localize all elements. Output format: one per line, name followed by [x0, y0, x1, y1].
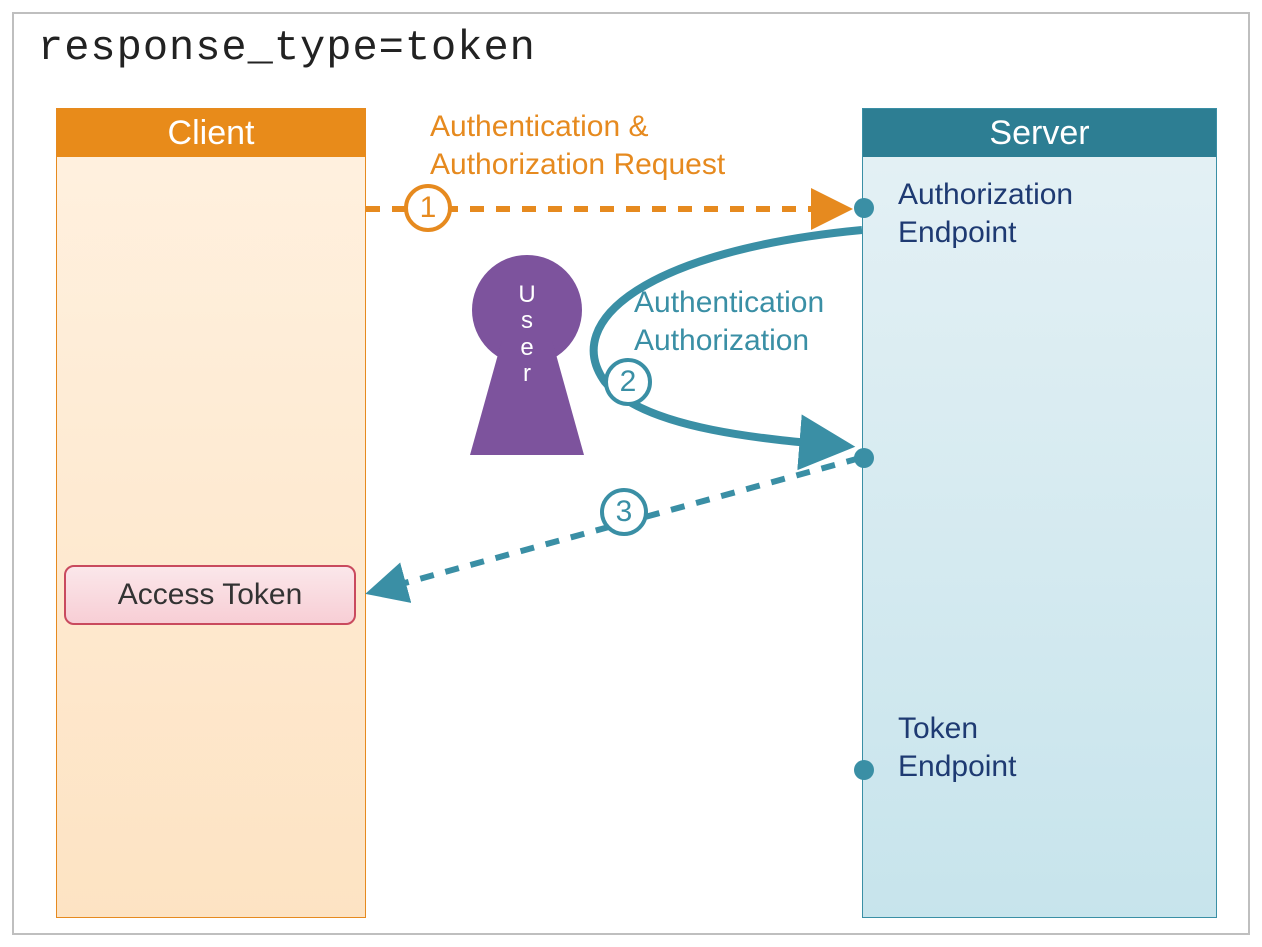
token-endpoint-line1: Token	[898, 712, 978, 745]
user-letter-3: r	[523, 360, 531, 387]
step-2-num: 2	[620, 365, 637, 399]
token-endpoint-line2: Endpoint	[898, 750, 1016, 783]
authorization-endpoint-dot	[854, 198, 874, 218]
authorization-endpoint-label: Authorization Endpoint	[898, 176, 1073, 251]
user-label: U s e r	[515, 282, 539, 388]
flow-label-auth-line2: Authorization	[634, 324, 809, 357]
token-endpoint-label: Token Endpoint	[898, 710, 1016, 785]
flow-label-request-line2: Authorization Request	[430, 148, 725, 181]
mid-endpoint-dot	[854, 448, 874, 468]
user-letter-1: s	[521, 307, 533, 334]
flow-label-auth: Authentication Authorization	[634, 284, 824, 359]
client-box: Client	[56, 108, 366, 918]
diagram-canvas: response_type=token Client Server Author…	[0, 0, 1262, 947]
step-3-num: 3	[616, 495, 633, 529]
flow-label-auth-line1: Authentication	[634, 286, 824, 319]
step-1-circle: 1	[404, 184, 452, 232]
flow-label-request: Authentication & Authorization Request	[430, 108, 725, 183]
user-letter-0: U	[518, 281, 535, 308]
token-endpoint-dot	[854, 760, 874, 780]
authorization-endpoint-line2: Endpoint	[898, 216, 1016, 249]
step-1-num: 1	[420, 191, 437, 225]
step-3-circle: 3	[600, 488, 648, 536]
client-header: Client	[57, 109, 365, 157]
user-letter-2: e	[520, 334, 533, 361]
server-header: Server	[863, 109, 1216, 157]
authorization-endpoint-line1: Authorization	[898, 178, 1073, 211]
step-2-circle: 2	[604, 358, 652, 406]
access-token-badge: Access Token	[64, 565, 356, 625]
flow-label-request-line1: Authentication &	[430, 110, 648, 143]
diagram-title: response_type=token	[38, 24, 536, 72]
